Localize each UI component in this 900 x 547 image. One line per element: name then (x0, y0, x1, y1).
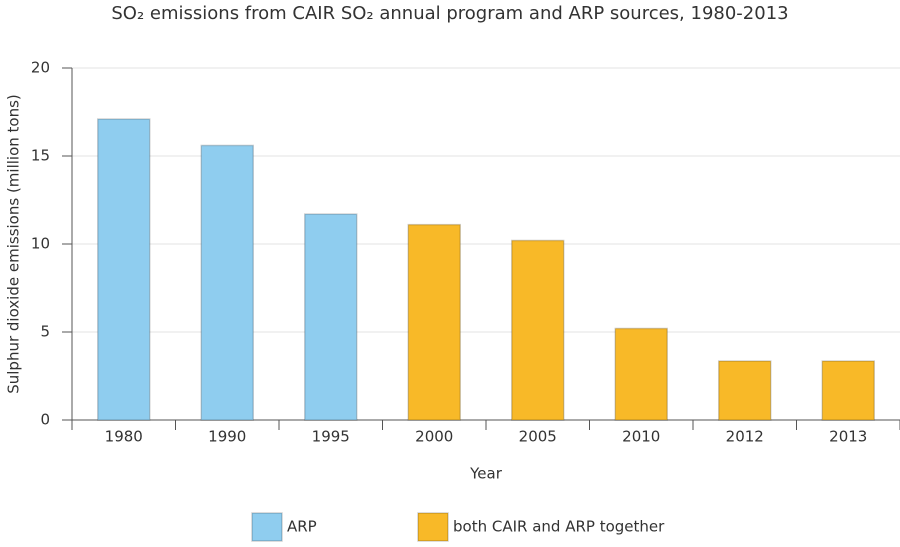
x-tick-label: 1995 (312, 428, 350, 446)
y-tick-label: 20 (31, 59, 50, 77)
bar (407, 223, 461, 421)
x-tick-label: 2010 (622, 428, 660, 446)
y-axis-label: Sulphur dioxide emissions (million tons) (5, 94, 23, 394)
x-tick-label: 1990 (208, 428, 246, 446)
bar (200, 144, 254, 421)
y-tick-label: 10 (31, 235, 50, 253)
bar (97, 118, 151, 421)
y-tick-label: 15 (31, 147, 50, 165)
chart-title: SO₂ emissions from CAIR SO₂ annual progr… (111, 3, 788, 24)
legend-swatch (417, 512, 449, 542)
legend-swatch (251, 512, 283, 542)
x-tick-label: 2005 (519, 428, 557, 446)
bar (511, 239, 565, 421)
legend-label: ARP (287, 518, 317, 536)
legend-label: both CAIR and ARP together (453, 518, 665, 536)
x-tick-label: 2000 (415, 428, 453, 446)
x-axis-label: Year (469, 465, 503, 483)
x-tick-label: 2012 (726, 428, 764, 446)
x-tick-label: 2013 (829, 428, 867, 446)
bar (614, 327, 668, 421)
y-tick-label: 5 (40, 323, 50, 341)
bar (304, 213, 358, 421)
bar (821, 360, 875, 421)
y-tick-label: 0 (40, 411, 50, 429)
x-tick-label: 1980 (105, 428, 143, 446)
bar (718, 360, 772, 421)
